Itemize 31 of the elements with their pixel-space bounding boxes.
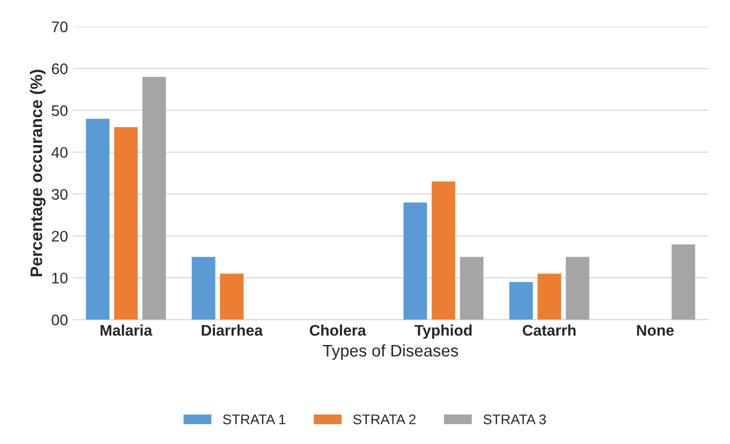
y-tick-label: 00 bbox=[52, 314, 68, 326]
bar bbox=[403, 202, 428, 320]
bar bbox=[672, 244, 696, 320]
y-tick-label: 70 bbox=[52, 22, 68, 32]
y-tick-label: 50 bbox=[52, 105, 68, 116]
x-tick-label: None bbox=[637, 325, 674, 336]
bar bbox=[432, 182, 456, 320]
x-tick-label: Diarrhea bbox=[202, 324, 263, 336]
x-tick-label: Typhiod bbox=[414, 324, 472, 339]
x-tick-label: Cholera bbox=[310, 324, 366, 336]
bar bbox=[220, 274, 244, 320]
x-axis-title: Types of Diseases bbox=[322, 344, 458, 360]
bar bbox=[86, 118, 110, 320]
y-tick-label: 40 bbox=[52, 147, 68, 158]
legend-label: STRATA 3 bbox=[484, 414, 546, 424]
legend-label: STRATA 2 bbox=[353, 414, 416, 424]
y-tick-label: 60 bbox=[52, 63, 68, 74]
y-tick-label: 20 bbox=[52, 230, 68, 242]
bar bbox=[142, 76, 166, 320]
bar bbox=[460, 256, 484, 320]
bar bbox=[192, 256, 216, 320]
x-tick-label: Malaria bbox=[100, 324, 152, 336]
bar bbox=[566, 256, 590, 320]
bar bbox=[538, 274, 562, 320]
bar bbox=[509, 282, 533, 320]
y-axis-title: Percentage occurance (%) bbox=[30, 70, 46, 276]
legend-label: STRATA 1 bbox=[223, 414, 286, 424]
y-tick-label: 10 bbox=[52, 272, 68, 284]
bar bbox=[114, 127, 138, 320]
x-tick-label: Catarrh bbox=[522, 324, 576, 336]
y-tick-label: 30 bbox=[52, 188, 68, 200]
